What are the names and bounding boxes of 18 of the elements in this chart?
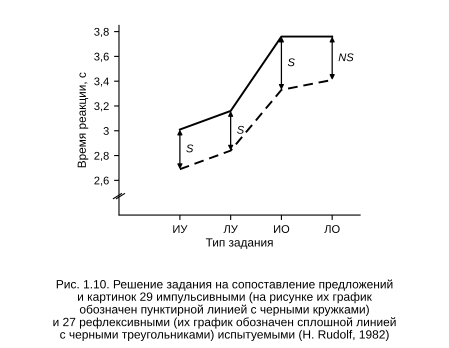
- y-tick-label: 3,2: [94, 102, 109, 112]
- annotation: NS: [338, 53, 354, 62]
- x-axis-title: Тип задания: [206, 238, 273, 249]
- x-tick-label: ЛО: [324, 225, 340, 233]
- y-tick-label: 3,6: [94, 52, 109, 62]
- y-tick-label: 2,8: [94, 152, 109, 162]
- y-axis-title: Время реакции, с: [78, 72, 88, 168]
- y-tick-label: 2,6: [94, 176, 109, 186]
- y-tick-label: 3,4: [94, 77, 109, 87]
- annotation: S: [186, 144, 194, 152]
- annotation: S: [288, 58, 295, 66]
- y-tick-label: 3: [104, 127, 109, 135]
- annotation: S: [237, 126, 244, 134]
- x-tick-label: ИУ: [173, 225, 188, 233]
- x-tick-label: ЛУ: [224, 225, 238, 233]
- text: Рис. 1.10. Решение задания на сопоставление предложений и картинок 29 импульсивными (на рисунке их график обозначен пунктирной линией с черными кружками) и 27 рефлексивными (их график обозначен сплошной линией с черными треугольниками) испытуемыми (H. Rudolf, 1982): [53, 279, 396, 342]
- x-tick-label: ИО: [274, 225, 290, 233]
- y-tick-label: 3,8: [94, 28, 109, 38]
